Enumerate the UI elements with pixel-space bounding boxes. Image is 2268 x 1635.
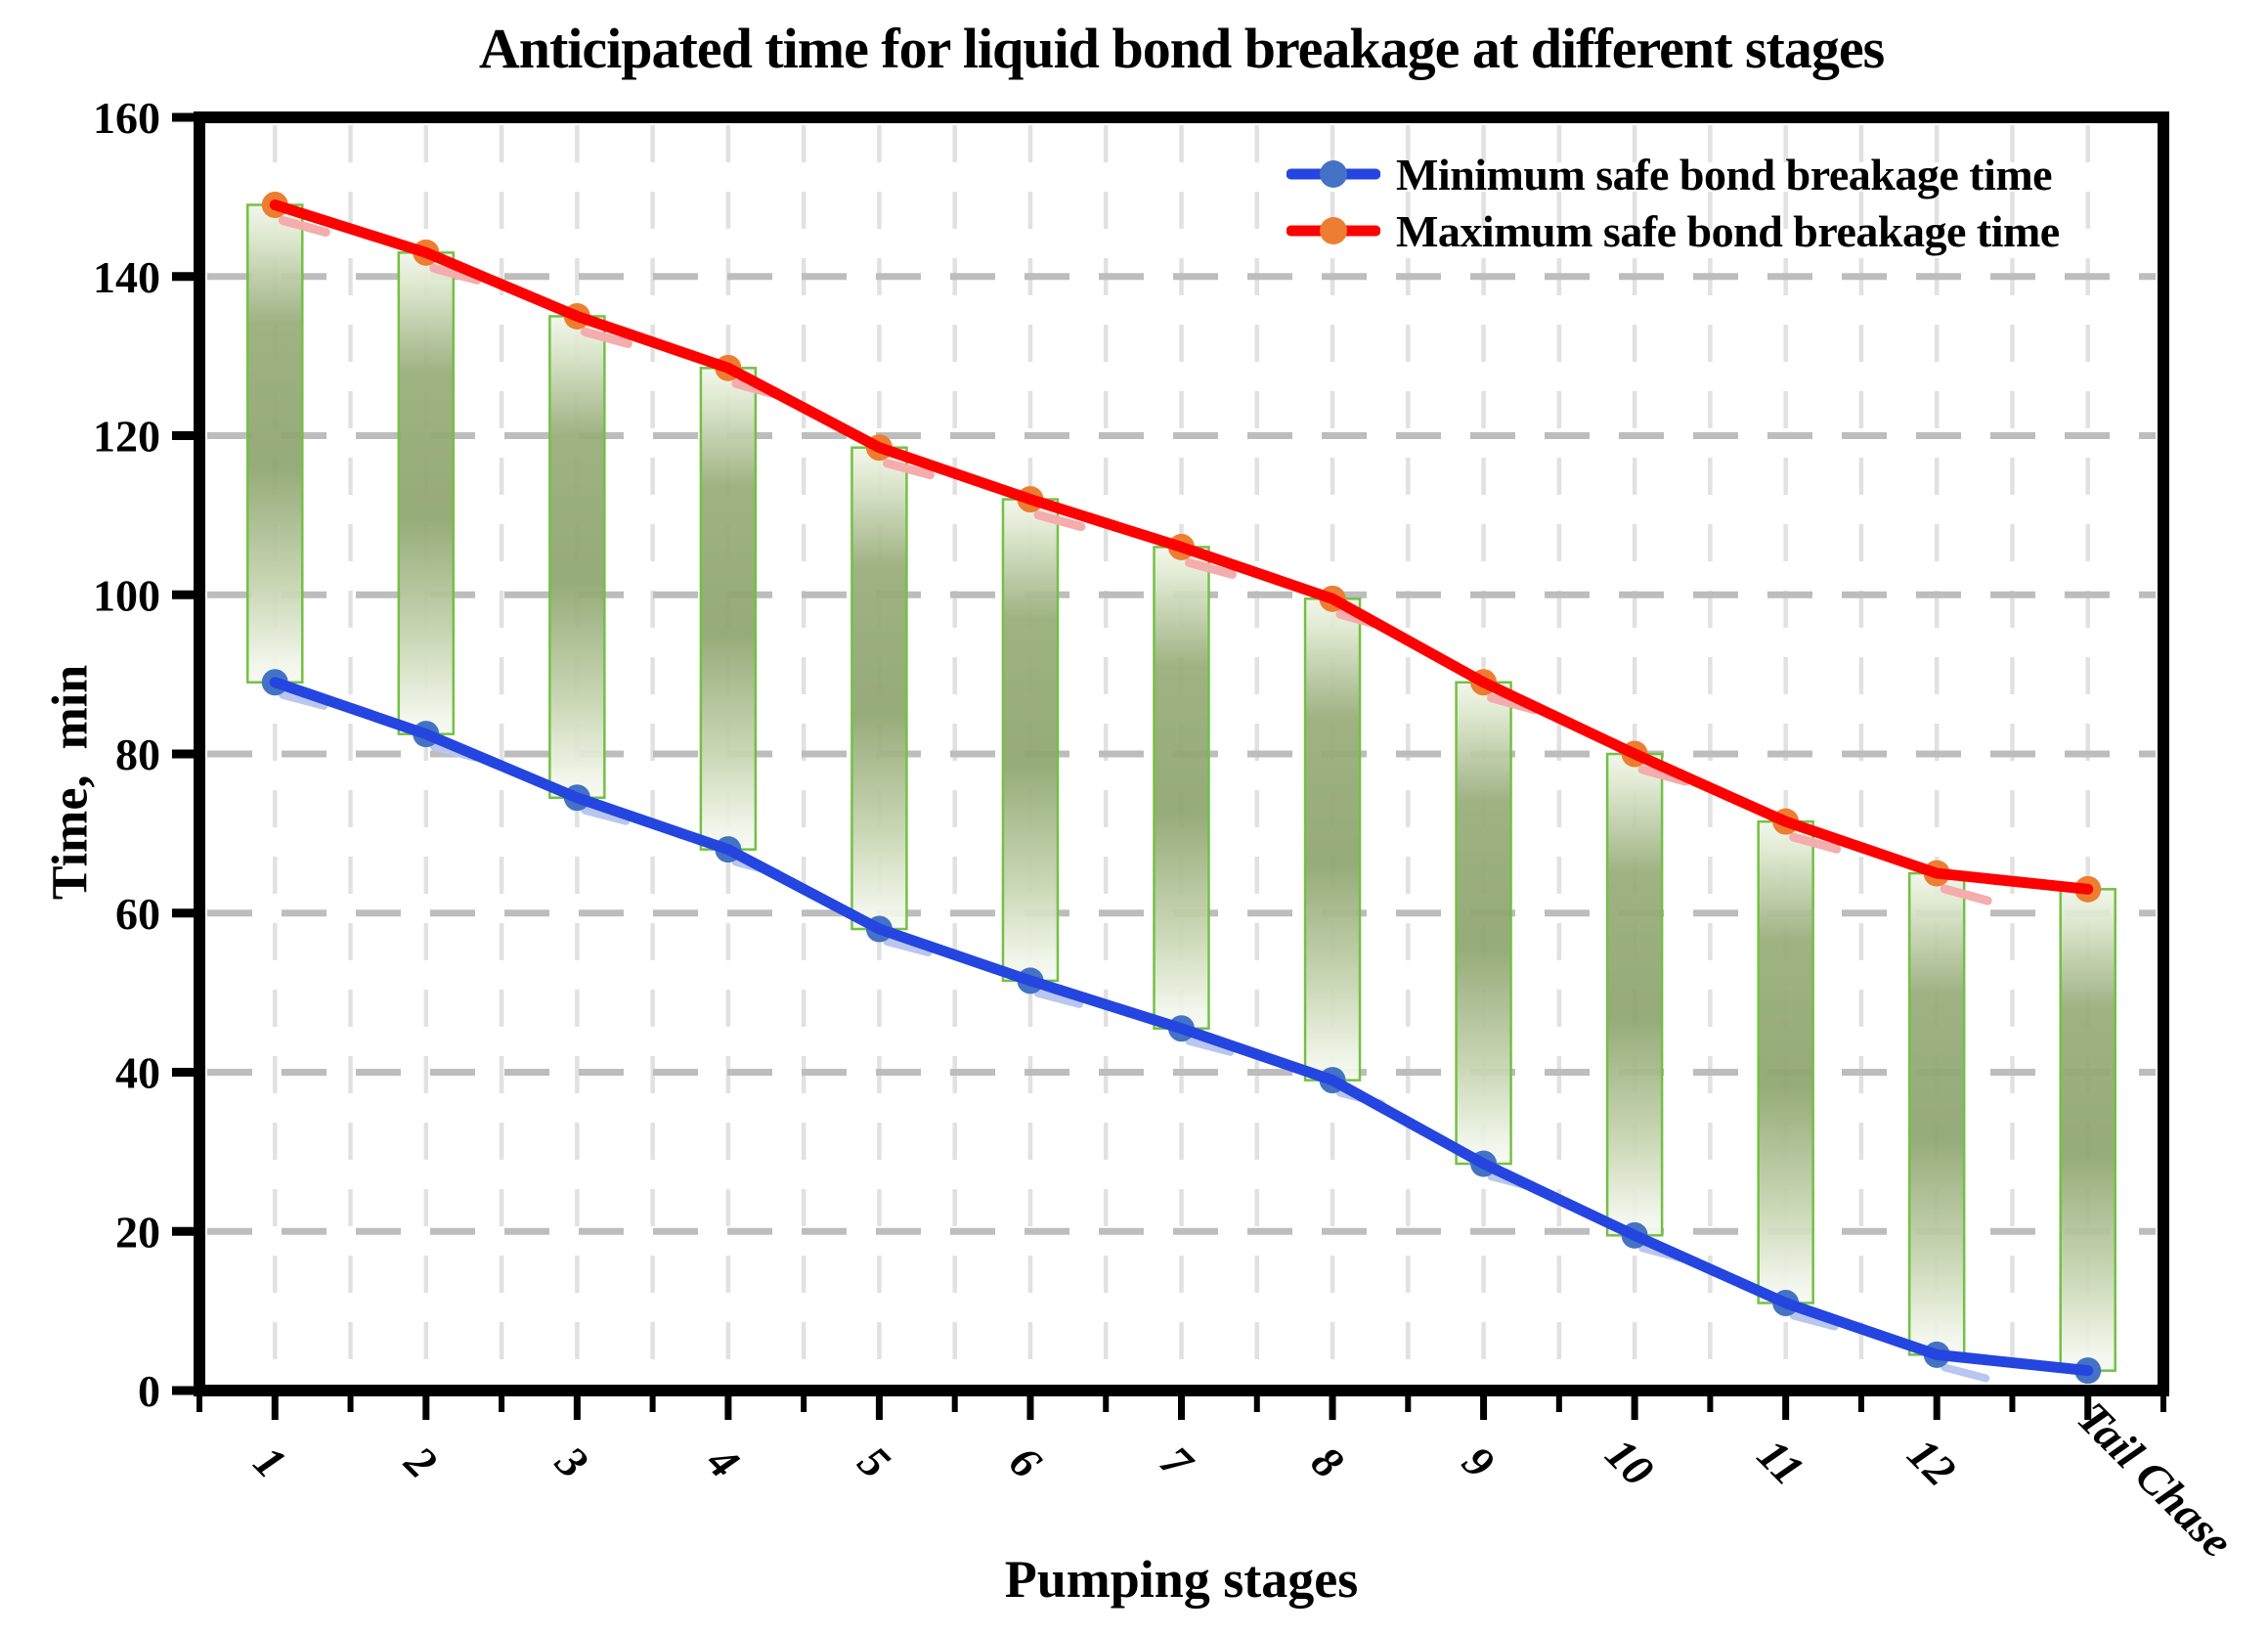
max-line-shadow: [278, 216, 330, 238]
x-tick-label: 3: [545, 1436, 597, 1487]
x-tick-label: 4: [697, 1436, 749, 1487]
y-tick-label: 140: [93, 252, 160, 302]
x-tick-label: Tail Chase: [2068, 1392, 2243, 1568]
max-line-shadow: [1789, 832, 1842, 854]
legend-marker-minimum: [1320, 160, 1347, 188]
max-line-shadow: [882, 459, 935, 480]
x-tick-label: 9: [1453, 1436, 1504, 1487]
range-bar: [1303, 597, 1362, 1082]
x-tick-label: 8: [1302, 1436, 1353, 1487]
y-tick-label: 160: [93, 93, 160, 143]
range-bar: [548, 315, 606, 800]
max-line-shadow: [1940, 884, 1992, 906]
x-tick-label: 6: [1000, 1436, 1051, 1487]
legend-sample-minimum: [1287, 160, 1380, 188]
y-tick-label: 60: [115, 889, 160, 939]
max-line-shadow: [580, 327, 632, 348]
legend: Minimum safe bond breakage time Maximum …: [1287, 150, 2060, 256]
x-axis-title: Pumping stages: [1004, 1550, 1359, 1609]
range-bar: [2059, 888, 2116, 1372]
range-bar: [699, 367, 758, 851]
y-tick-label: 0: [138, 1366, 160, 1416]
range-bar: [1001, 498, 1060, 983]
x-tick-label: 12: [1898, 1429, 1966, 1496]
y-tick-label: 80: [115, 729, 160, 779]
min-series-line: [269, 677, 2094, 1377]
x-tick-label: 7: [1151, 1436, 1203, 1489]
range-bar: [1153, 546, 1210, 1030]
x-tick-label: 1: [244, 1436, 295, 1487]
range-bar: [1757, 819, 1814, 1304]
legend-marker-maximum: [1320, 217, 1347, 244]
range-bar: [1605, 752, 1664, 1237]
range-bar: [397, 251, 456, 735]
x-tick-label: 11: [1748, 1430, 1813, 1495]
min-line-shadow: [279, 690, 328, 710]
x-tick-label: 10: [1596, 1429, 1664, 1496]
legend-row-maximum: Maximum safe bond breakage time: [1287, 206, 2060, 256]
min-line-shadow: [581, 806, 631, 825]
range-bar: [246, 203, 304, 685]
y-tick-label: 120: [93, 412, 160, 462]
range-bar: [1455, 681, 1512, 1166]
y-axis-title: Time, min: [42, 664, 99, 901]
min-line-shadow: [1033, 989, 1083, 1008]
chart-title: Anticipated time for liquid bond breakag…: [478, 17, 1885, 80]
min-line-shadow: [1789, 1311, 1839, 1331]
y-tick-label: 40: [115, 1048, 160, 1098]
y-tick-label: 20: [115, 1207, 160, 1257]
min-line-shadow: [883, 938, 933, 957]
max-series-line: [269, 199, 2094, 895]
max-line-shadow: [1033, 510, 1086, 532]
y-tick-label: 100: [93, 570, 160, 620]
min-line-shadow: [1185, 1037, 1235, 1056]
legend-row-minimum: Minimum safe bond breakage time: [1287, 150, 2060, 199]
range-bar: [850, 446, 908, 931]
x-tick-label: 5: [849, 1436, 899, 1487]
legend-label-maximum: Maximum safe bond breakage time: [1396, 205, 2060, 256]
max-line-shadow: [429, 263, 482, 285]
max-line-shadow: [1185, 557, 1237, 579]
x-tick-label: 2: [395, 1436, 447, 1487]
legend-sample-maximum: [1287, 217, 1380, 244]
min-line-shadow: [1941, 1363, 1990, 1383]
range-bar: [1907, 871, 1966, 1356]
legend-label-minimum: Minimum safe bond breakage time: [1396, 149, 2053, 199]
